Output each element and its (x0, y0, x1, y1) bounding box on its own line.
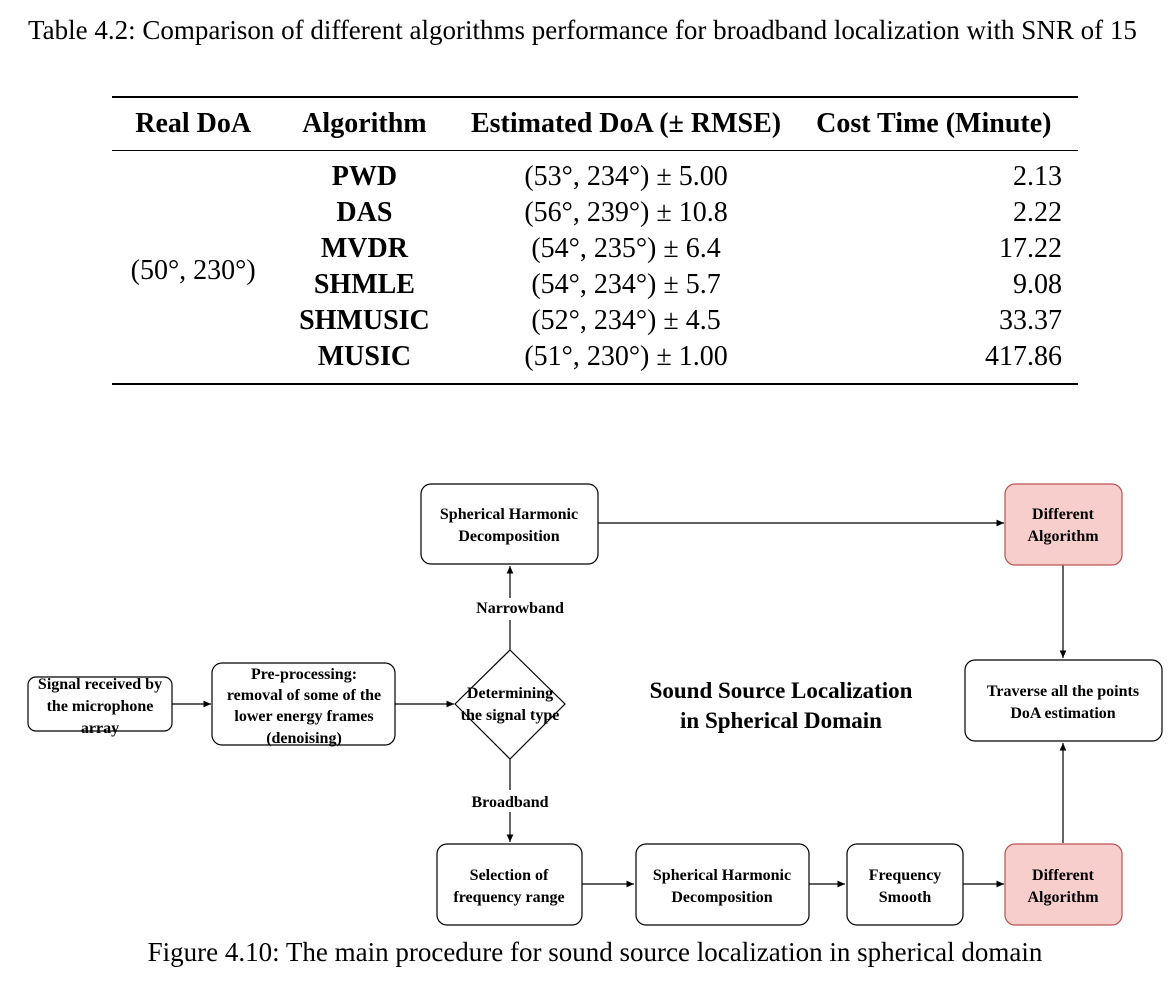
cost-time-cell: 33.37 (999, 305, 1062, 336)
figure-caption: Figure 4.10: The main procedure for soun… (147, 937, 1043, 967)
sh-bottom-node: Spherical Harmonic Decomposition (635, 843, 810, 926)
estimated-doa-cell: (56°, 239°) ± 10.8 (524, 197, 728, 228)
alg-bottom-node-line: Different (1032, 867, 1095, 884)
signal-node-line: Signal received by (38, 676, 162, 693)
alg-top-node: Different Algorithm (1004, 483, 1123, 566)
alg-top-node-line: Algorithm (1027, 528, 1099, 545)
narrowband-label: Narrowband (476, 600, 564, 617)
cost-time-cell: 17.22 (999, 233, 1062, 264)
algorithm-cell: PWD (331, 161, 398, 192)
decision-node-line: Determining (467, 685, 553, 702)
estimated-doa-cell: (53°, 234°) ± 5.00 (524, 161, 728, 192)
selection-node-line: frequency range (453, 889, 564, 906)
figure-center-title: in Spherical Domain (680, 708, 882, 733)
estimated-doa-cell: (52°, 234°) ± 4.5 (531, 305, 721, 336)
alg-top-box (1004, 483, 1123, 566)
preprocess-node: Pre-processing: removal of some of the l… (211, 662, 396, 747)
signal-node-line: array (81, 720, 119, 737)
decision-node: Determining the signal type (454, 649, 566, 760)
algorithm-cell: SHMUSIC (299, 305, 430, 336)
cost-time-cell: 9.08 (1013, 269, 1062, 300)
preprocess-node-line: lower energy frames (234, 708, 373, 725)
traverse-node: Traverse all the points DoA estimation (964, 659, 1163, 742)
table-row: DAS (56°, 239°) ± 10.8 2.22 (112, 195, 1078, 231)
sh-top-node-line: Spherical Harmonic (440, 506, 578, 523)
traverse-node-line: Traverse all the points (987, 683, 1139, 700)
table-row: MUSIC (51°, 230°) ± 1.00 417.86 (112, 339, 1078, 384)
alg-bottom-node: Different Algorithm (1004, 843, 1123, 926)
algorithm-cell: DAS (336, 197, 393, 228)
sh-top-node: Spherical Harmonic Decomposition (420, 483, 599, 565)
sh-bottom-node-line: Spherical Harmonic (653, 867, 791, 884)
alg-bottom-node-line: Algorithm (1027, 889, 1099, 906)
cost-time-cell: 2.22 (1013, 197, 1062, 228)
table-caption: Table 4.2: Comparison of different algor… (28, 15, 1137, 45)
broadband-label: Broadband (471, 794, 548, 811)
flow-edges (172, 519, 1067, 888)
selection-node: Selection of frequency range (436, 843, 583, 926)
header-cost-time: Cost Time (Minute) (816, 108, 1052, 139)
estimated-doa-cell: (54°, 235°) ± 6.4 (531, 233, 721, 264)
real-doa-cell: (50°, 230°) (130, 255, 256, 286)
algorithm-cell: MUSIC (317, 341, 412, 372)
selection-node-line: Selection of (470, 867, 549, 884)
header-estimated-doa: Estimated DoA (± RMSE) (470, 108, 782, 139)
table-row: MVDR (54°, 235°) ± 6.4 17.22 (112, 231, 1078, 267)
preprocess-node-line: Pre-processing: (251, 666, 357, 683)
traverse-node-line: DoA estimation (1010, 705, 1115, 722)
table-row: SHMLE (54°, 234°) ± 5.7 9.08 (112, 267, 1078, 303)
freq-smooth-node: Frequency Smooth (846, 843, 964, 926)
sh-top-node-line: Decomposition (458, 528, 559, 545)
alg-top-node-line: Different (1032, 506, 1095, 523)
table-row: (50°, 230°) PWD (53°, 234°) ± 5.00 2.13 (112, 151, 1078, 286)
cost-time-cell: 417.86 (985, 341, 1062, 372)
results-table: Real DoA Algorithm Estimated DoA (± RMSE… (112, 96, 1078, 385)
figure-center-title: Sound Source Localization (650, 678, 913, 703)
freq-smooth-node-line: Frequency (869, 867, 942, 884)
decision-node-line: the signal type (461, 707, 560, 724)
signal-node-line: the microphone (47, 698, 154, 715)
preprocess-node-line: removal of some of the (227, 687, 381, 704)
table-row: SHMUSIC (52°, 234°) ± 4.5 33.37 (112, 303, 1078, 339)
signal-node: Signal received by the microphone array (27, 676, 173, 737)
sh-bottom-node-line: Decomposition (671, 889, 772, 906)
algorithm-cell: MVDR (320, 233, 408, 264)
estimated-doa-cell: (51°, 230°) ± 1.00 (524, 341, 728, 372)
table-header-row: Real DoA Algorithm Estimated DoA (± RMSE… (112, 97, 1078, 151)
cost-time-cell: 2.13 (1013, 161, 1062, 192)
freq-smooth-node-line: Smooth (879, 889, 932, 906)
header-real-doa: Real DoA (135, 108, 252, 139)
estimated-doa-cell: (54°, 234°) ± 5.7 (531, 269, 721, 300)
preprocess-node-line: (denoising) (266, 730, 342, 747)
header-algorithm: Algorithm (302, 108, 427, 139)
alg-bottom-box (1004, 843, 1123, 926)
algorithm-cell: SHMLE (313, 269, 415, 300)
